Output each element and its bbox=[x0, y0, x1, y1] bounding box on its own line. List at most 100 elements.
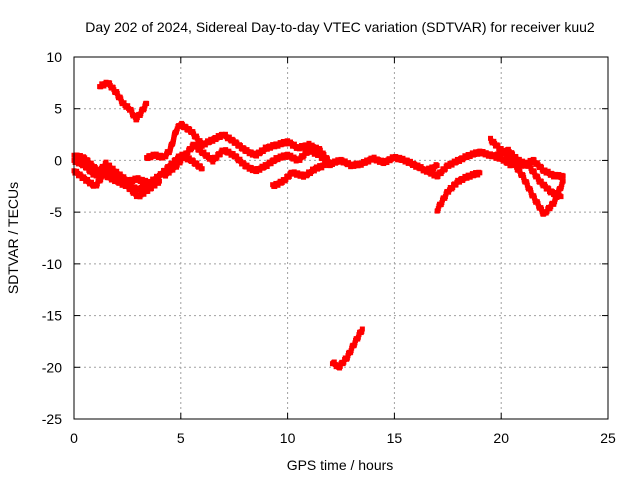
data-point bbox=[288, 152, 294, 158]
data-point bbox=[251, 166, 257, 172]
data-point bbox=[85, 157, 91, 163]
data-point bbox=[145, 188, 151, 194]
data-point bbox=[230, 137, 236, 143]
data-point bbox=[513, 154, 519, 160]
data-point bbox=[272, 158, 278, 164]
data-point bbox=[558, 194, 564, 200]
data-point bbox=[77, 159, 83, 165]
x-tick-label: 20 bbox=[493, 430, 509, 446]
data-point bbox=[272, 184, 278, 190]
data-point bbox=[366, 159, 372, 165]
y-tick-labels: -25 -20 -15 -10 -5 0 5 10 bbox=[42, 49, 62, 427]
data-point bbox=[313, 144, 319, 150]
data-point bbox=[264, 164, 270, 170]
data-point bbox=[477, 170, 483, 176]
data-point bbox=[187, 126, 193, 132]
data-point bbox=[355, 334, 361, 340]
data-point bbox=[94, 181, 100, 187]
data-point bbox=[355, 163, 361, 169]
data-point bbox=[407, 158, 413, 164]
data-point bbox=[433, 171, 439, 177]
data-point bbox=[464, 175, 470, 181]
data-point bbox=[457, 158, 463, 164]
data-point bbox=[397, 154, 403, 160]
data-point bbox=[504, 149, 510, 155]
data-point bbox=[139, 176, 145, 182]
y-tick-label: 0 bbox=[54, 152, 62, 168]
data-point bbox=[88, 179, 94, 185]
data-point bbox=[268, 161, 274, 167]
data-point bbox=[205, 152, 210, 158]
data-point bbox=[148, 186, 154, 192]
data-point bbox=[251, 150, 257, 156]
data-point bbox=[560, 178, 566, 184]
series-arc-10 bbox=[434, 169, 483, 214]
data-point bbox=[500, 150, 506, 156]
data-point bbox=[529, 159, 535, 165]
data-point bbox=[542, 167, 548, 173]
data-point bbox=[359, 326, 365, 332]
data-point bbox=[435, 206, 441, 212]
data-point bbox=[560, 173, 566, 179]
data-point bbox=[254, 169, 260, 175]
data-point bbox=[180, 122, 186, 128]
data-point bbox=[210, 138, 216, 144]
data-point bbox=[488, 151, 494, 157]
data-point bbox=[337, 363, 343, 369]
data-point bbox=[301, 145, 307, 151]
data-point bbox=[306, 140, 312, 146]
data-point bbox=[321, 152, 327, 158]
data-point bbox=[546, 186, 552, 192]
data-point bbox=[98, 168, 104, 174]
data-point bbox=[181, 154, 187, 160]
data-point bbox=[107, 162, 113, 168]
x-tick-label: 15 bbox=[387, 430, 403, 446]
data-point bbox=[121, 100, 127, 106]
y-tick-label: -20 bbox=[42, 359, 62, 375]
data-point bbox=[178, 158, 184, 164]
data-point bbox=[531, 157, 537, 163]
data-point bbox=[341, 359, 347, 365]
data-point bbox=[110, 165, 116, 171]
data-point bbox=[217, 152, 223, 158]
data-point bbox=[183, 124, 189, 130]
data-point bbox=[77, 153, 83, 159]
data-point bbox=[317, 147, 323, 153]
data-point bbox=[475, 151, 481, 157]
data-point bbox=[313, 149, 319, 155]
series-arc-13 bbox=[509, 156, 566, 181]
data-point bbox=[141, 183, 147, 189]
data-point bbox=[241, 145, 247, 151]
data-point bbox=[283, 176, 289, 182]
data-point bbox=[415, 162, 421, 168]
y-tick-label: -25 bbox=[42, 411, 62, 427]
series-arc-4 bbox=[97, 79, 150, 123]
data-point bbox=[94, 173, 100, 179]
x-axis-label: GPS time / hours bbox=[287, 457, 394, 473]
data-point bbox=[342, 158, 348, 164]
data-point bbox=[234, 153, 240, 159]
data-point bbox=[103, 159, 109, 165]
data-point bbox=[426, 167, 432, 173]
data-point bbox=[152, 183, 158, 189]
data-point bbox=[92, 165, 98, 171]
data-point bbox=[155, 175, 161, 181]
series-arc-7 bbox=[270, 162, 327, 190]
data-point bbox=[538, 164, 544, 170]
data-point bbox=[531, 169, 537, 175]
data-point bbox=[516, 156, 522, 162]
data-point bbox=[539, 206, 545, 212]
data-point bbox=[321, 163, 327, 169]
data-point bbox=[286, 174, 292, 180]
data-point bbox=[282, 141, 288, 147]
data-point bbox=[230, 151, 236, 157]
data-point bbox=[434, 163, 440, 169]
data-point bbox=[208, 154, 214, 160]
data-point bbox=[544, 209, 550, 215]
data-point bbox=[510, 151, 516, 157]
data-point bbox=[502, 157, 508, 163]
data-point bbox=[516, 159, 522, 165]
data-point bbox=[217, 134, 223, 140]
series-arc-3 bbox=[71, 151, 205, 187]
